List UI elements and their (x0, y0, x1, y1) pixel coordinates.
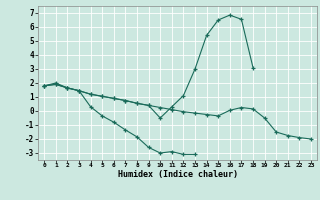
X-axis label: Humidex (Indice chaleur): Humidex (Indice chaleur) (118, 170, 238, 179)
